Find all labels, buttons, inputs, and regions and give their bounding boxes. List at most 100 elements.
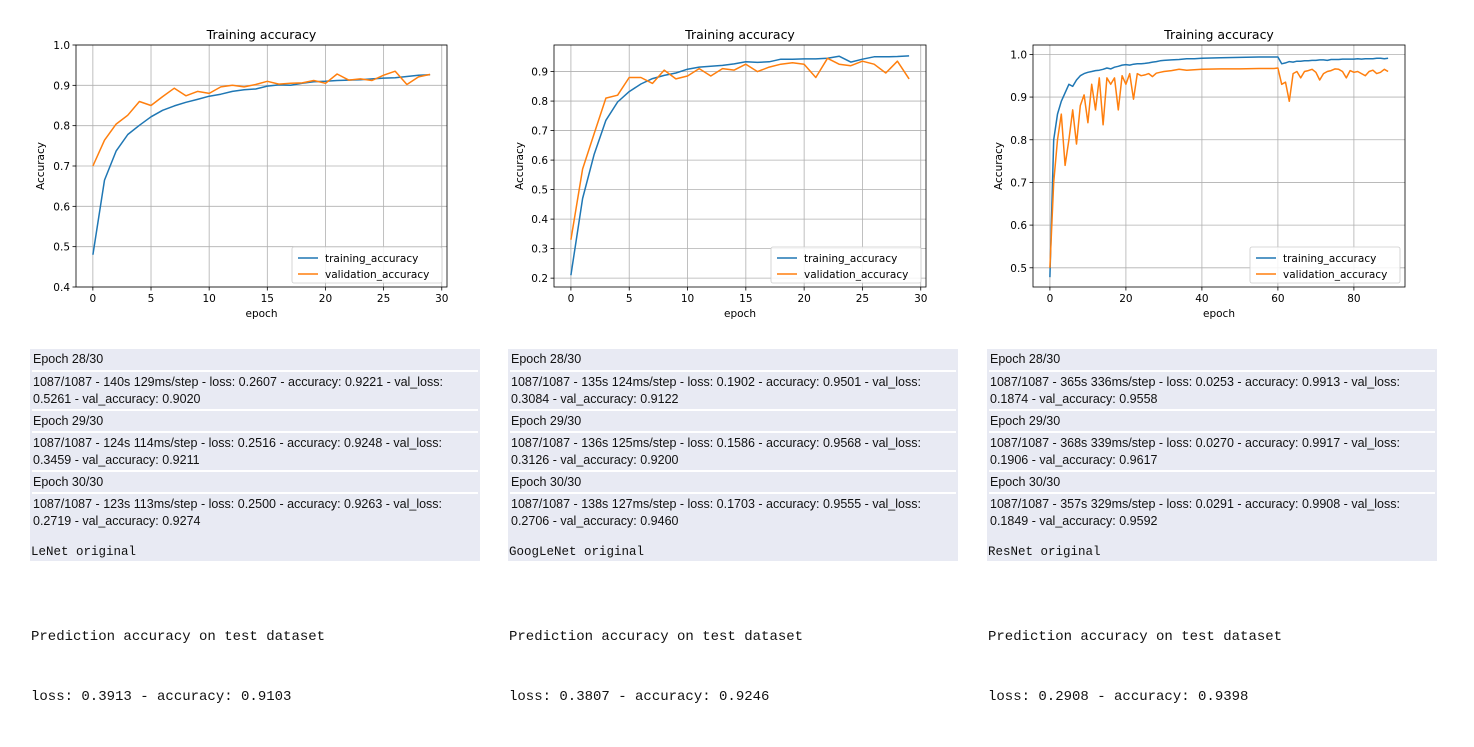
lenet-training-log: Epoch 28/30 1087/1087 - 140s 129ms/step … [30, 349, 480, 561]
log-epoch-row: Epoch 28/30 [510, 349, 956, 370]
log-epoch-row: Epoch 28/30 [32, 349, 478, 370]
legend-label: training_accuracy [325, 253, 418, 265]
log-epoch-label: Epoch 30/30 [33, 475, 104, 489]
series-line-validation-accuracy [92, 70, 431, 167]
model-label: ResNet original [988, 545, 1101, 559]
log-epoch-label: Epoch 30/30 [990, 475, 1061, 489]
lenet-chart: 0 5 10 15 20 25 30 0.4 0.5 0.6 0.7 0.8 0.9 1.0 Trainin… [35, 27, 448, 320]
y-tick-label: 0.9 [531, 67, 548, 79]
series-line-training-accuracy [570, 55, 910, 276]
model-label: LeNet original [31, 545, 137, 559]
y-axis-label: Accuracy [514, 142, 526, 190]
x-tick-label: 15 [739, 293, 752, 305]
log-epoch-row: Epoch 30/30 [989, 470, 1435, 493]
x-tick-label: 0 [1047, 293, 1054, 305]
series-line-training-accuracy [1049, 56, 1389, 278]
log-metrics-text: 1087/1087 - 136s 125ms/step - loss: 0.15… [511, 436, 921, 467]
log-metrics-row: 1087/1087 - 140s 129ms/step - loss: 0.26… [32, 370, 478, 410]
y-tick-label: 0.7 [53, 161, 70, 173]
x-axis-label: epoch [724, 308, 756, 320]
y-tick-label: 0.2 [531, 273, 548, 285]
prediction-result: loss: 0.2908 - accuracy: 0.9398 [988, 689, 1249, 705]
y-tick-label: 0.5 [1010, 263, 1027, 275]
lenet-panel: 0 5 10 15 20 25 30 0.4 0.5 0.6 0.7 0.8 0.9 1.0 Trainin… [0, 0, 480, 705]
x-tick-label: 25 [377, 293, 390, 305]
googlenet-chart: 0 5 10 15 20 25 30 0.2 0.3 0.4 0.5 0.6 0.7 0.8 0.9 Trai… [514, 27, 927, 320]
log-metrics-text: 1087/1087 - 368s 339ms/step - loss: 0.02… [990, 436, 1400, 467]
log-metrics-row: 1087/1087 - 138s 127ms/step - loss: 0.17… [510, 492, 956, 532]
y-tick-label: 0.7 [531, 126, 548, 138]
plot-frame [553, 44, 927, 288]
chart-title: Training accuracy [206, 27, 317, 42]
prediction-result: loss: 0.3913 - accuracy: 0.9103 [31, 689, 292, 705]
x-tick-label: 20 [1119, 293, 1132, 305]
log-metrics-text: 1087/1087 - 135s 124ms/step - loss: 0.19… [511, 375, 921, 406]
googlenet-training-log: Epoch 28/30 1087/1087 - 135s 124ms/step … [508, 349, 958, 561]
resnet-panel: 0 20 40 60 80 0.5 0.6 0.7 0.8 0.9 1.0 Training accu… [958, 0, 1437, 705]
y-tick-label: 0.6 [531, 155, 548, 167]
legend-box [291, 246, 443, 284]
x-tick-label: 15 [261, 293, 274, 305]
prediction-title: Prediction accuracy on test dataset [988, 629, 1283, 645]
log-epoch-row: Epoch 29/30 [32, 409, 478, 432]
x-tick-label: 30 [914, 293, 927, 305]
series-line-validation-accuracy [570, 57, 910, 240]
legend-label: validation_accuracy [325, 269, 429, 281]
series-line-training-accuracy [92, 74, 431, 255]
legend-box [770, 246, 922, 284]
y-tick-label: 0.8 [53, 121, 70, 133]
y-tick-label: 0.9 [1010, 92, 1027, 104]
log-metrics-row: 1087/1087 - 136s 125ms/step - loss: 0.15… [510, 431, 956, 471]
chart-title: Training accuracy [1163, 27, 1274, 42]
log-epoch-label: Epoch 28/30 [511, 352, 582, 366]
x-tick-label: 80 [1347, 293, 1360, 305]
log-epoch-row: Epoch 30/30 [510, 470, 956, 493]
x-tick-label: 0 [568, 293, 575, 305]
x-tick-label: 5 [626, 293, 633, 305]
log-metrics-text: 1087/1087 - 365s 336ms/step - loss: 0.02… [990, 375, 1400, 406]
x-tick-label: 10 [681, 293, 694, 305]
y-tick-label: 0.6 [1010, 220, 1027, 232]
log-metrics-text: 1087/1087 - 138s 127ms/step - loss: 0.17… [511, 497, 921, 528]
y-tick-label: 0.5 [531, 185, 548, 197]
x-tick-label: 10 [202, 293, 215, 305]
legend-label: validation_accuracy [804, 269, 908, 281]
y-tick-label: 0.4 [531, 214, 548, 226]
log-metrics-text: 1087/1087 - 357s 329ms/step - loss: 0.02… [990, 497, 1400, 528]
resnet-training-log: Epoch 28/30 1087/1087 - 365s 336ms/step … [987, 349, 1437, 561]
legend-label: training_accuracy [804, 253, 897, 265]
log-epoch-label: Epoch 29/30 [990, 414, 1061, 428]
log-metrics-text: 1087/1087 - 123s 113ms/step - loss: 0.25… [33, 497, 443, 528]
series-line-validation-accuracy [1049, 67, 1389, 268]
legend-label: training_accuracy [1283, 253, 1376, 265]
log-epoch-row: Epoch 28/30 [989, 349, 1435, 370]
prediction-result: loss: 0.3807 - accuracy: 0.9246 [509, 689, 770, 705]
log-metrics-row: 1087/1087 - 124s 114ms/step - loss: 0.25… [32, 431, 478, 471]
prediction-block: Prediction accuracy on test dataset loss… [31, 587, 325, 747]
legend-label: validation_accuracy [1283, 269, 1387, 281]
x-axis-label: epoch [1203, 308, 1235, 320]
x-tick-label: 25 [856, 293, 869, 305]
log-epoch-label: Epoch 28/30 [33, 352, 104, 366]
resnet-chart: 0 20 40 60 80 0.5 0.6 0.7 0.8 0.9 1.0 Training accu… [993, 27, 1406, 320]
x-tick-label: 20 [797, 293, 810, 305]
log-metrics-row: 1087/1087 - 357s 329ms/step - loss: 0.02… [989, 492, 1435, 532]
y-tick-label: 0.5 [53, 242, 70, 254]
prediction-block: Prediction accuracy on test dataset loss… [988, 587, 1282, 747]
y-tick-label: 0.8 [1010, 135, 1027, 147]
log-metrics-row: 1087/1087 - 123s 113ms/step - loss: 0.25… [32, 492, 478, 532]
plot-frame [1032, 44, 1406, 288]
x-tick-label: 0 [90, 293, 97, 305]
log-epoch-row: Epoch 30/30 [32, 470, 478, 493]
prediction-title: Prediction accuracy on test dataset [509, 629, 804, 645]
chart-title: Training accuracy [684, 27, 795, 42]
y-tick-label: 0.6 [53, 201, 70, 213]
y-tick-label: 0.9 [53, 80, 70, 92]
log-metrics-row: 1087/1087 - 365s 336ms/step - loss: 0.02… [989, 370, 1435, 410]
y-axis-label: Accuracy [35, 142, 47, 190]
legend-box [1249, 246, 1401, 284]
log-metrics-row: 1087/1087 - 368s 339ms/step - loss: 0.02… [989, 431, 1435, 471]
prediction-block: Prediction accuracy on test dataset loss… [509, 587, 803, 747]
x-tick-label: 40 [1195, 293, 1208, 305]
log-metrics-text: 1087/1087 - 140s 129ms/step - loss: 0.26… [33, 375, 443, 406]
